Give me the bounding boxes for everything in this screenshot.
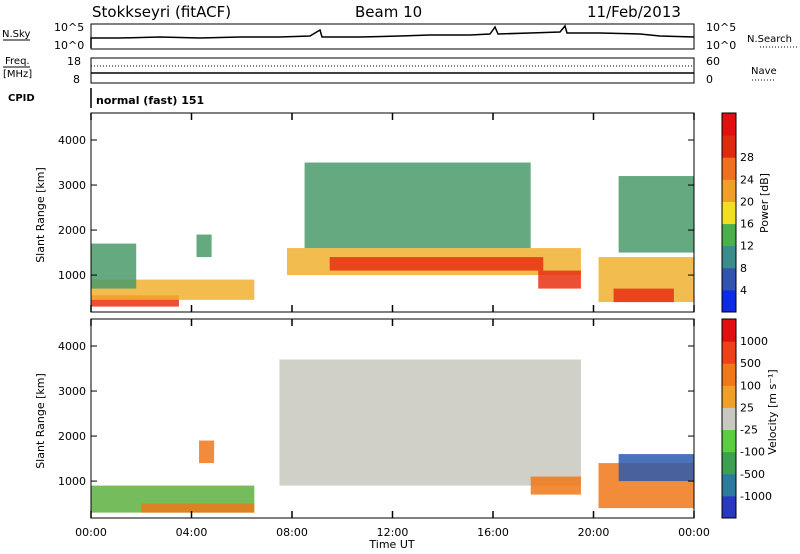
velocity-colorbar-label: Velocity [m s⁻¹]	[766, 369, 779, 454]
cpid-value: normal (fast) 151	[96, 94, 204, 107]
freq-unit: [MHz]	[3, 69, 32, 80]
x-axis-label: Time UT	[368, 538, 414, 551]
velocity-echo-region	[618, 454, 694, 482]
nsky-panel: N.Sky 10^5 10^0 10^5 10^0 N.Search	[2, 21, 797, 52]
freq-tick-hi: 18	[67, 55, 81, 68]
station-title: Stokkseyri (fitACF)	[92, 3, 231, 21]
colorbar-swatch	[722, 201, 736, 225]
colorbar-tick-label: -500	[740, 468, 765, 481]
power-echo-region	[618, 176, 694, 253]
x-tick-label: 00:00	[75, 526, 107, 539]
colorbar-tick-label: 100	[740, 379, 761, 392]
power-echo-region	[329, 257, 544, 271]
colorbar-tick-label: 1000	[740, 335, 768, 348]
colorbar-swatch	[722, 429, 736, 453]
colorbar-tick-label: 20	[740, 195, 754, 208]
y-tick-label: 3000	[58, 179, 86, 192]
nsky-tick-lo: 10^0	[54, 39, 84, 52]
colorbar-tick-label: 16	[740, 218, 754, 231]
freq-panel: Freq. [MHz] 18 8 60 0 Nave	[3, 55, 777, 86]
velocity-axes: 1000 2000 3000 4000	[58, 319, 695, 518]
nsearch-tick-hi: 10^5	[706, 21, 736, 34]
colorbar-tick-label: 25	[740, 401, 754, 414]
colorbar-tick-label: 12	[740, 240, 754, 253]
y-tick-label: 1000	[58, 475, 86, 488]
colorbar-swatch	[722, 385, 736, 408]
y-tick-label: 2000	[58, 430, 86, 443]
colorbar-tick-label: 500	[740, 357, 761, 370]
power-data-layer	[91, 162, 694, 307]
colorbar-swatch	[722, 223, 736, 247]
velocity-echo-region	[199, 440, 215, 464]
colorbar-swatch	[722, 179, 736, 202]
colorbar-tick-label: 28	[740, 151, 754, 164]
colorbar-swatch	[722, 135, 736, 158]
x-tick-label: 00:00	[678, 526, 710, 539]
colorbar-swatch	[722, 473, 736, 497]
power-echo-region	[196, 234, 212, 258]
power-echo-region	[304, 162, 531, 249]
colorbar-tick-label: 4	[740, 284, 747, 297]
x-tick-label: 04:00	[176, 526, 208, 539]
colorbar-swatch	[722, 157, 736, 180]
colorbar-swatch	[722, 451, 736, 475]
power-colorbar: 4 8 12 16 20 24 28	[721, 112, 754, 313]
beam-label: Beam 10	[355, 3, 422, 21]
power-ylabel: Slant Range [km]	[34, 167, 47, 263]
freq-label: Freq.	[5, 56, 30, 67]
y-tick-label: 2000	[58, 224, 86, 237]
power-echo-region	[613, 288, 674, 303]
colorbar-swatch	[722, 407, 736, 431]
x-tick-label: 16:00	[477, 526, 509, 539]
velocity-data-layer	[91, 359, 694, 513]
velocity-colorbar: 1000 500 100 25 -25 -100 -500 -1000	[721, 318, 772, 519]
y-tick-label: 3000	[58, 385, 86, 398]
colorbar-swatch	[722, 363, 736, 386]
x-tick-labels: 00:00 04:00 08:00 12:00 16:00 20:00 00:00	[75, 526, 710, 539]
colorbar-swatch	[722, 341, 736, 364]
velocity-echo-region	[141, 503, 255, 513]
x-tick-label: 20:00	[578, 526, 610, 539]
x-tick-label: 12:00	[377, 526, 409, 539]
y-tick-label: 1000	[58, 269, 86, 282]
y-tick-label: 4000	[58, 340, 86, 353]
colorbar-swatch	[722, 245, 736, 269]
velocity-echo-region	[530, 476, 581, 495]
cpid-label: CPID	[8, 93, 35, 104]
colorbar-swatch	[722, 113, 736, 136]
velocity-ylabel: Slant Range [km]	[34, 373, 47, 469]
colorbar-tick-label: -1000	[740, 490, 772, 503]
power-panel: 1000 2000 3000 4000 Slant Range [km] 4 8 12 16…	[34, 112, 771, 313]
colorbar-tick-label: 24	[740, 173, 754, 186]
nsearch-tick-lo: 10^0	[706, 39, 736, 52]
colorbar-swatch	[722, 495, 736, 519]
nave-label: Nave	[751, 66, 777, 77]
power-echo-region	[91, 295, 179, 307]
colorbar-tick-label: -100	[740, 446, 765, 459]
power-colorbar-label: Power [dB]	[758, 173, 771, 233]
nsearch-label: N.Search	[747, 34, 792, 45]
x-tick-label: 08:00	[276, 526, 308, 539]
velocity-echo-region	[279, 359, 581, 486]
nave-tick-hi: 60	[706, 55, 720, 68]
power-axes: 1000 2000 3000 4000	[58, 113, 695, 312]
colorbar-tick-label: -25	[740, 424, 758, 437]
colorbar-swatch	[722, 289, 736, 313]
colorbar-swatch	[722, 267, 736, 291]
power-echo-region	[91, 243, 137, 289]
date-label: 11/Feb/2013	[587, 3, 681, 21]
freq-tick-lo: 8	[73, 73, 80, 86]
power-echo-region	[538, 270, 581, 289]
colorbar-tick-label: 8	[740, 262, 747, 275]
nsky-tick-hi: 10^5	[54, 21, 84, 34]
velocity-panel: 1000 2000 3000 4000 Slant Range [km] 1000 50…	[34, 318, 779, 519]
colorbar-swatch	[722, 319, 736, 342]
nsky-label: N.Sky	[2, 29, 30, 40]
y-tick-label: 4000	[58, 134, 86, 147]
nave-tick-lo: 0	[706, 73, 713, 86]
